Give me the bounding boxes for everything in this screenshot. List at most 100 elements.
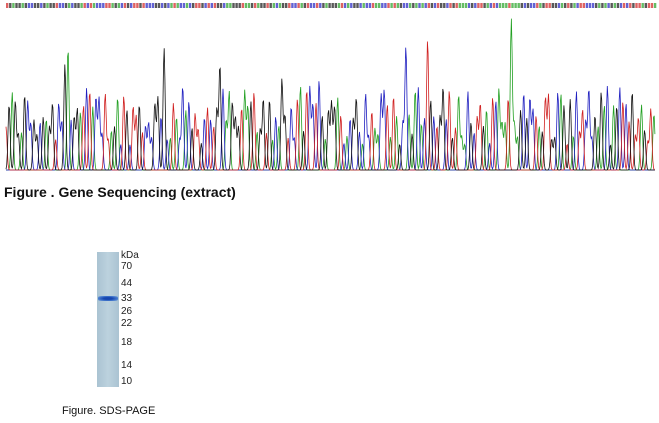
base-glyph — [6, 3, 9, 8]
figure-caption: Figure. SDS-PAGE — [62, 405, 156, 417]
base-glyph — [595, 3, 598, 8]
base-glyph — [337, 3, 341, 8]
base-glyph — [505, 3, 508, 8]
base-glyph — [83, 3, 86, 8]
base-glyph — [443, 3, 446, 8]
base-glyph — [582, 3, 585, 8]
base-glyph — [483, 3, 486, 8]
base-glyph — [263, 3, 266, 8]
base-glyph — [226, 3, 229, 8]
base-glyph — [257, 3, 260, 8]
base-glyph — [219, 3, 223, 8]
base-glyph — [154, 3, 158, 8]
base-glyph — [409, 3, 412, 8]
base-glyph — [511, 3, 514, 8]
base-glyph — [573, 3, 576, 8]
base-glyph — [635, 3, 638, 8]
base-glyph — [21, 3, 24, 8]
base-glyph — [328, 3, 331, 8]
base-glyph — [309, 3, 313, 8]
base-glyph — [440, 3, 443, 8]
base-glyph — [402, 3, 406, 8]
base-glyph — [182, 3, 186, 8]
base-glyph — [179, 3, 182, 8]
base-glyph — [520, 3, 523, 8]
base-glyph — [235, 3, 238, 8]
base-glyph — [232, 3, 235, 8]
base-glyph — [207, 3, 210, 8]
base-glyph — [61, 3, 65, 8]
base-glyph — [247, 3, 251, 8]
base-glyph — [526, 3, 530, 8]
base-glyph — [498, 3, 502, 8]
base-glyph — [629, 3, 632, 8]
base-glyph — [142, 3, 145, 8]
base-glyph — [15, 3, 18, 8]
base-glyph — [616, 3, 620, 8]
base-glyph — [133, 3, 136, 8]
base-glyph — [43, 3, 46, 8]
base-glyph — [99, 3, 102, 8]
base-glyph — [198, 3, 201, 8]
base-glyph — [601, 3, 604, 8]
base-glyph — [474, 3, 477, 8]
base-glyph — [297, 3, 300, 8]
base-glyph — [188, 3, 192, 8]
base-glyph — [405, 3, 409, 8]
base-glyph — [554, 3, 558, 8]
base-glyph — [260, 3, 263, 8]
marker-label: 26 — [121, 306, 133, 317]
base-glyph — [471, 3, 474, 8]
base-glyph — [68, 3, 71, 8]
base-glyph — [455, 3, 458, 8]
base-glyph — [613, 3, 616, 8]
base-glyph — [350, 3, 353, 8]
base-glyph — [412, 3, 415, 8]
base-glyph — [436, 3, 440, 8]
marker-label: 14 — [121, 360, 133, 371]
base-glyph — [551, 3, 554, 8]
protein-band — [98, 296, 118, 301]
base-glyph — [86, 3, 89, 8]
base-glyph — [111, 3, 114, 8]
base-glyph — [281, 3, 285, 8]
base-glyph — [192, 3, 195, 8]
base-glyph — [343, 3, 347, 8]
base-glyph — [396, 3, 399, 8]
base-glyph — [80, 3, 83, 8]
base-glyph — [272, 3, 275, 8]
base-glyph — [58, 3, 62, 8]
base-glyph — [579, 3, 582, 8]
base-glyph — [170, 3, 173, 8]
base-glyph — [12, 3, 15, 8]
base-glyph — [449, 3, 452, 8]
base-glyph — [399, 3, 403, 8]
trace-line — [5, 48, 655, 171]
base-glyph — [40, 3, 43, 8]
base-glyph — [480, 3, 483, 8]
base-glyph — [486, 3, 489, 8]
base-glyph — [548, 3, 551, 8]
base-glyph — [359, 3, 362, 8]
base-glyph — [626, 3, 629, 8]
base-glyph — [653, 3, 657, 8]
base-glyph — [461, 3, 465, 8]
base-glyph — [356, 3, 359, 8]
base-glyph — [492, 3, 496, 8]
base-glyph — [120, 3, 124, 8]
base-glyph — [514, 3, 517, 8]
base-glyph — [114, 3, 117, 8]
base-glyph — [378, 3, 381, 8]
base-glyph — [89, 3, 93, 8]
base-glyph — [650, 3, 654, 8]
gel-lane — [97, 252, 119, 387]
base-glyph — [204, 3, 207, 8]
base-glyph — [148, 3, 151, 8]
base-glyph — [644, 3, 647, 8]
base-glyph — [533, 3, 536, 8]
base-glyph — [539, 3, 542, 8]
base-glyph — [157, 3, 161, 8]
base-glyph — [523, 3, 527, 8]
base-glyph — [529, 3, 533, 8]
